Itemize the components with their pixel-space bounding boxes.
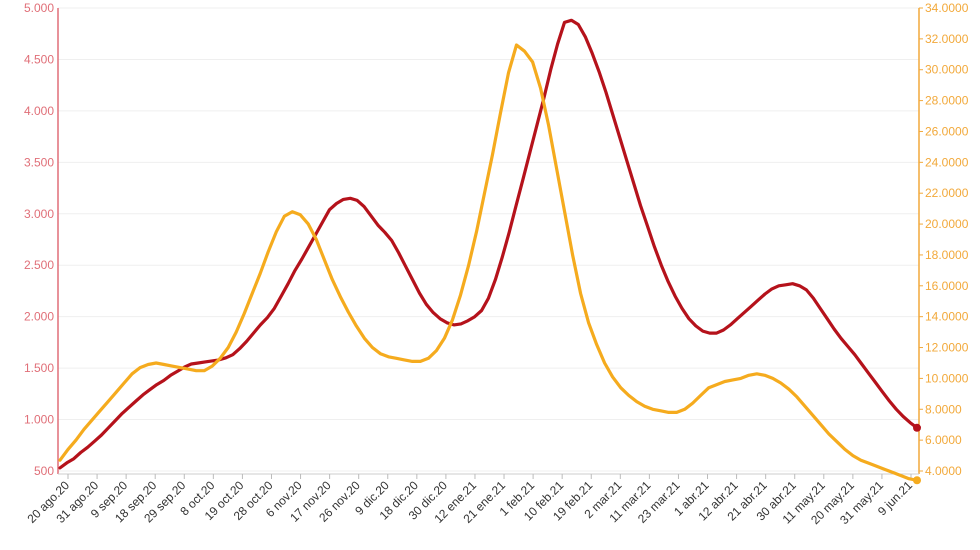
right-tick-label: 20.0000 xyxy=(925,217,969,231)
right-tick-label: 6.0000 xyxy=(925,433,962,447)
right-tick-label: 8.0000 xyxy=(925,402,962,416)
right-tick-label: 10.0000 xyxy=(925,371,969,385)
left-tick-label: 1.500 xyxy=(24,361,54,375)
right-tick-label: 22.0000 xyxy=(925,186,969,200)
right-tick-label: 4.0000 xyxy=(925,464,962,478)
gridlines xyxy=(58,7,919,472)
left-tick-label: 500 xyxy=(34,464,54,478)
right-tick-label: 16.0000 xyxy=(925,279,969,293)
left-tick-label: 2.500 xyxy=(24,258,54,272)
series-end-marker-2 xyxy=(913,476,921,485)
left-tick-label: 3.500 xyxy=(24,155,54,169)
series-end-marker-1 xyxy=(913,423,921,432)
right-tick-label: 34.0000 xyxy=(925,1,969,15)
left-tick-label: 5.000 xyxy=(24,1,54,15)
left-axis-ticks: 500 1.000 1.500 2.000 2.500 3.000 3.500 4.000 4.… xyxy=(24,1,54,478)
right-tick-label: 18.0000 xyxy=(925,248,969,262)
series-lines xyxy=(58,18,921,485)
right-axis-ticks: 4.0000 6.0000 8.0000 10.0000 12.0000 14.0000 1… xyxy=(919,1,969,478)
left-tick-label: 1.000 xyxy=(24,413,54,427)
right-tick-label: 32.0000 xyxy=(925,32,969,46)
series-line-2 xyxy=(58,43,919,482)
right-tick-label: 14.0000 xyxy=(925,310,969,324)
left-tick-label: 2.000 xyxy=(24,310,54,324)
right-tick-label: 26.0000 xyxy=(925,124,969,138)
series-line-1 xyxy=(58,18,919,470)
right-tick-label: 12.0000 xyxy=(925,341,969,355)
left-tick-label: 3.000 xyxy=(24,207,54,221)
left-tick-label: 4.000 xyxy=(24,104,54,118)
right-tick-label: 24.0000 xyxy=(925,155,969,169)
left-tick-label: 4.500 xyxy=(24,52,54,66)
right-tick-label: 28.0000 xyxy=(925,94,969,108)
right-tick-label: 30.0000 xyxy=(925,63,969,77)
